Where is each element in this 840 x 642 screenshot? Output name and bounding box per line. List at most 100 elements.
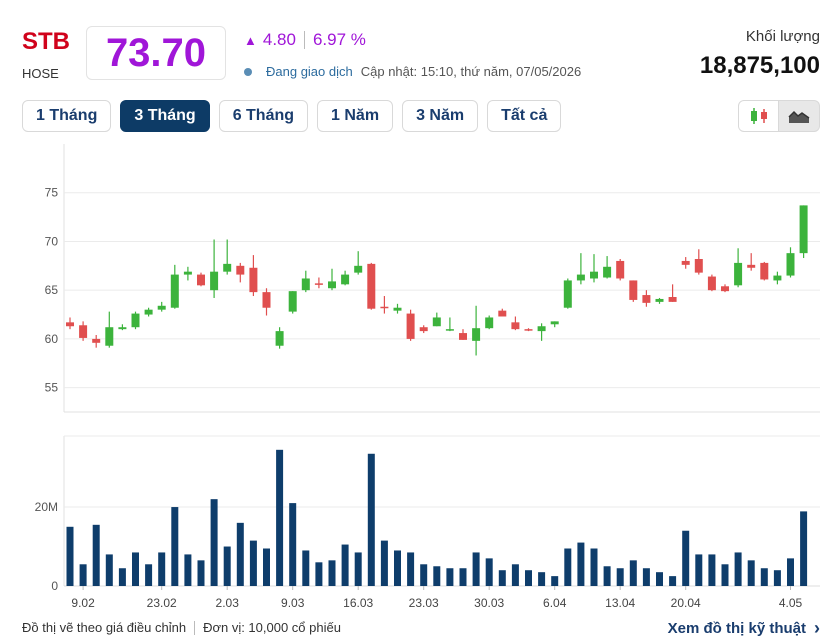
x-tick-label: 4.05 — [779, 596, 803, 610]
period-tabs: 1 Tháng 3 Tháng 6 Tháng 1 Năm 3 Năm Tất … — [22, 100, 562, 132]
candle-down — [498, 310, 507, 317]
candle-up — [799, 205, 808, 254]
tab-1-year[interactable]: 1 Năm — [317, 100, 394, 132]
candle-up — [118, 327, 127, 330]
ticker-symbol: STB — [22, 28, 70, 55]
x-tick-label: 16.03 — [343, 596, 373, 610]
technical-chart-link-label: Xem đồ thị kỹ thuật — [667, 620, 806, 637]
volume-bar — [525, 570, 532, 586]
change-absolute: 4.80 — [262, 30, 296, 49]
candle-down — [511, 322, 520, 330]
price-tick-label: 75 — [45, 186, 59, 200]
tab-3-years[interactable]: 3 Năm — [402, 100, 479, 132]
volume-bar — [223, 546, 231, 586]
candle-up — [393, 307, 402, 311]
volume-tick-label: 20M — [35, 500, 58, 514]
volume-bar — [485, 558, 493, 586]
volume-bar — [289, 503, 297, 586]
candlestick-chart-button[interactable] — [738, 100, 779, 132]
volume-bar — [315, 562, 323, 586]
unit-note: Đơn vị: 10,000 cổ phiếu — [203, 620, 341, 635]
price-change: ▲ 4.80 6.97 % — [244, 30, 366, 50]
status-text: Đang giao dịch — [266, 64, 353, 79]
candle-up — [655, 298, 664, 302]
up-arrow-icon: ▲ — [244, 32, 257, 48]
candlestick-icon — [750, 108, 767, 124]
volume-bar — [695, 554, 703, 586]
volume-bar — [158, 552, 166, 586]
status-dot-icon — [244, 67, 252, 76]
volume-bar — [118, 568, 126, 586]
candle-down — [694, 258, 703, 273]
candle-up — [432, 317, 441, 327]
price-value: 73.70 — [105, 30, 207, 75]
candle-up — [288, 291, 297, 312]
candle-down — [668, 297, 677, 302]
technical-chart-link[interactable]: Xem đồ thị kỹ thuật › — [668, 618, 820, 639]
chart-footnote: Đồ thị vẽ theo giá điều chỉnh Đơn vị: 10… — [22, 620, 341, 635]
volume-bar — [367, 453, 375, 586]
candle-up — [786, 253, 795, 276]
volume-bar — [92, 524, 100, 586]
volume-bar — [184, 554, 192, 586]
candle-up — [131, 313, 140, 328]
volume-bar — [747, 560, 755, 586]
candle-down — [262, 292, 271, 308]
candle-down — [707, 276, 716, 291]
change-divider — [303, 31, 305, 49]
x-tick-label: 6.04 — [543, 596, 567, 610]
candle-down — [314, 283, 323, 285]
volume-bar — [603, 566, 611, 586]
volume-bar — [459, 568, 467, 586]
price-tick-label: 65 — [45, 283, 59, 297]
candle-down — [747, 264, 756, 268]
volume-bar — [341, 544, 349, 586]
candle-up — [144, 309, 153, 315]
volume-bar — [66, 526, 74, 586]
volume-tick-label: 0 — [51, 579, 58, 593]
volume-bar — [210, 499, 218, 586]
volume-bar — [394, 550, 401, 586]
volume-bar — [787, 558, 794, 586]
update-time: Cập nhật: 15:10, thứ năm, 07/05/2026 — [360, 64, 582, 79]
volume-bar — [577, 542, 585, 586]
volume-bar — [380, 540, 388, 586]
volume-bar — [551, 576, 559, 586]
x-tick-label: 23.02 — [147, 596, 177, 610]
candle-up — [157, 305, 166, 310]
volume-bar — [249, 540, 257, 586]
candle-up — [485, 317, 494, 329]
volume-bar — [669, 576, 677, 586]
current-price: 73.70 — [86, 26, 226, 80]
tab-1-month[interactable]: 1 Tháng — [22, 100, 112, 132]
candle-down — [406, 313, 415, 339]
stock-chart[interactable]: 55 60 65 70 75 0 20M 9.02 23.02 2.03 9.03 16.03 23.0… — [0, 140, 840, 615]
candle-up — [328, 281, 336, 289]
volume-bar — [498, 570, 506, 586]
x-tick-label: 30.03 — [474, 596, 504, 610]
volume-bar — [734, 552, 742, 586]
volume-bar — [105, 554, 113, 586]
candle-up — [301, 278, 310, 291]
price-tick-label: 55 — [45, 381, 59, 395]
volume-bar — [197, 560, 205, 586]
tab-all[interactable]: Tất cả — [487, 100, 562, 132]
volume-bar — [407, 552, 415, 586]
tab-3-months[interactable]: 3 Tháng — [120, 100, 210, 132]
volume-bar — [511, 564, 519, 586]
area-chart-button[interactable] — [779, 100, 820, 132]
x-tick-label: 9.02 — [71, 596, 95, 610]
candle-down — [760, 262, 769, 280]
volume-bar — [171, 507, 179, 586]
price-tick-label: 70 — [45, 234, 59, 248]
candle-up — [590, 271, 598, 279]
candle-up — [537, 326, 546, 332]
candle-up — [210, 271, 219, 291]
volume-bar — [276, 449, 284, 586]
tab-6-months[interactable]: 6 Tháng — [218, 100, 309, 132]
volume-bar — [420, 564, 428, 586]
candle-down — [642, 295, 651, 303]
volume-bar — [302, 550, 310, 586]
candle-up — [170, 274, 179, 308]
x-tick-label: 9.03 — [281, 596, 305, 610]
